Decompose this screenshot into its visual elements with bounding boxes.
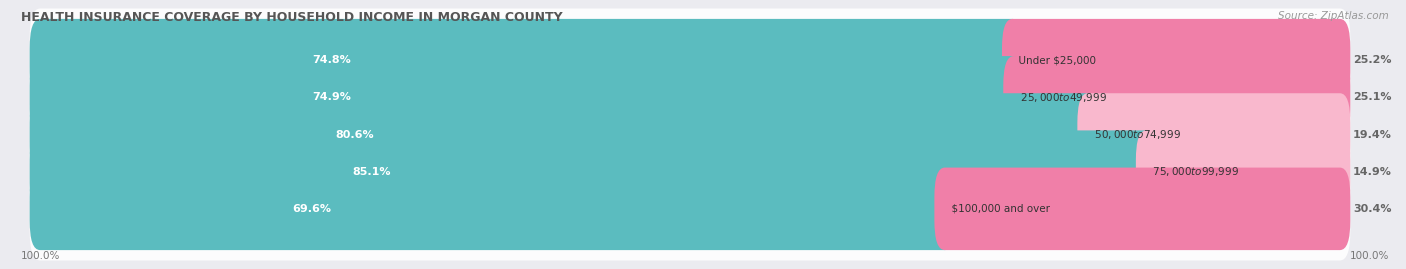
FancyBboxPatch shape — [30, 157, 1350, 260]
FancyBboxPatch shape — [1004, 56, 1350, 139]
Text: 80.6%: 80.6% — [335, 129, 374, 140]
FancyBboxPatch shape — [30, 19, 1022, 101]
Text: 30.4%: 30.4% — [1353, 204, 1392, 214]
Text: $25,000 to $49,999: $25,000 to $49,999 — [1014, 91, 1107, 104]
Text: 69.6%: 69.6% — [292, 204, 330, 214]
FancyBboxPatch shape — [30, 130, 1157, 213]
FancyBboxPatch shape — [30, 83, 1350, 186]
Text: 74.8%: 74.8% — [312, 55, 352, 65]
Text: 85.1%: 85.1% — [353, 167, 391, 177]
FancyBboxPatch shape — [1136, 130, 1350, 213]
FancyBboxPatch shape — [30, 56, 1024, 139]
Text: $50,000 to $74,999: $50,000 to $74,999 — [1088, 128, 1181, 141]
Text: 25.1%: 25.1% — [1353, 92, 1392, 102]
Text: 25.2%: 25.2% — [1353, 55, 1392, 65]
FancyBboxPatch shape — [30, 168, 955, 250]
Text: Under $25,000: Under $25,000 — [1012, 55, 1097, 65]
Text: $75,000 to $99,999: $75,000 to $99,999 — [1146, 165, 1239, 178]
Text: 19.4%: 19.4% — [1353, 129, 1392, 140]
Text: 100.0%: 100.0% — [1350, 251, 1389, 261]
FancyBboxPatch shape — [30, 9, 1350, 112]
FancyBboxPatch shape — [1002, 19, 1350, 101]
FancyBboxPatch shape — [30, 120, 1350, 223]
Text: $100,000 and over: $100,000 and over — [945, 204, 1050, 214]
Text: HEALTH INSURANCE COVERAGE BY HOUSEHOLD INCOME IN MORGAN COUNTY: HEALTH INSURANCE COVERAGE BY HOUSEHOLD I… — [21, 11, 562, 24]
FancyBboxPatch shape — [30, 93, 1098, 176]
Text: 14.9%: 14.9% — [1353, 167, 1392, 177]
Text: 100.0%: 100.0% — [21, 251, 60, 261]
Text: Source: ZipAtlas.com: Source: ZipAtlas.com — [1278, 11, 1389, 21]
FancyBboxPatch shape — [935, 168, 1350, 250]
FancyBboxPatch shape — [30, 46, 1350, 149]
FancyBboxPatch shape — [1077, 93, 1350, 176]
Text: 74.9%: 74.9% — [312, 92, 352, 102]
